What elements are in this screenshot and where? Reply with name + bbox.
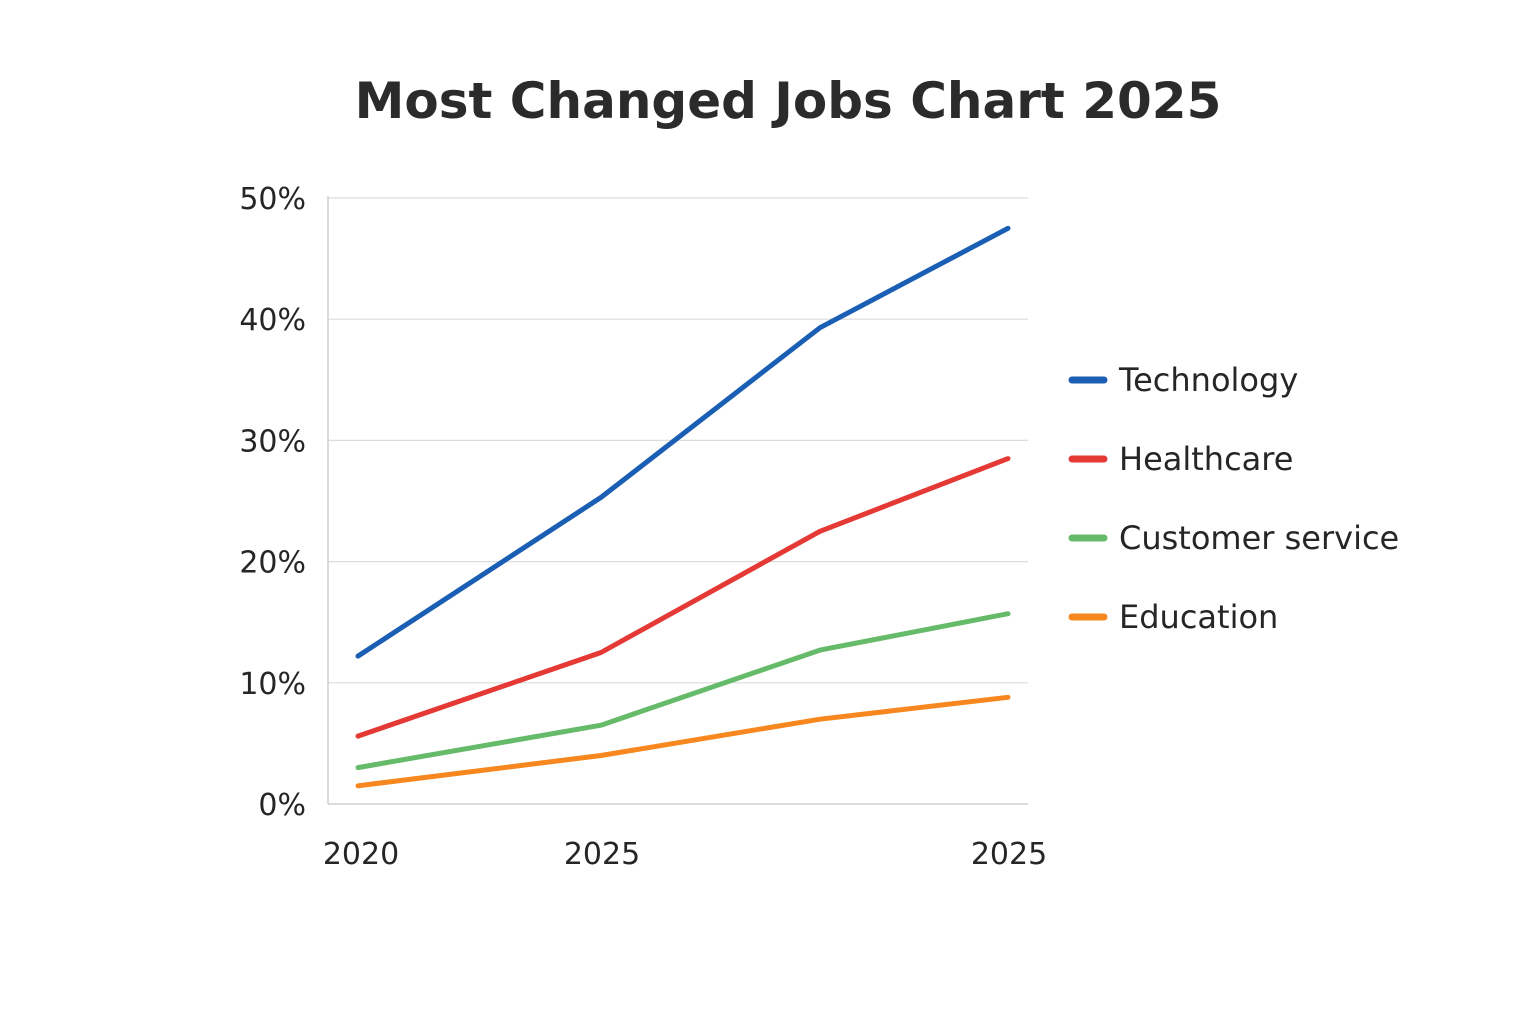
chart-title: Most Changed Jobs Chart 2025 [354, 72, 1222, 130]
legend-label-education: Education [1119, 598, 1278, 636]
y-tick-label: 20% [239, 546, 306, 581]
y-tick-label: 50% [239, 182, 306, 217]
x-tick-label: 2025 [564, 837, 640, 872]
series-line-education [355, 694, 1011, 789]
y-tick-label: 0% [258, 788, 306, 823]
legend-label-customer-service: Customer service [1119, 519, 1399, 557]
legend-label-technology: Technology [1118, 361, 1298, 399]
legend-label-healthcare: Healthcare [1119, 440, 1293, 478]
x-tick-label: 2020 [323, 837, 399, 872]
y-axis-ticks: 0% 10% 20% 30% 40% 50% [239, 182, 306, 823]
y-tick-label: 10% [239, 667, 306, 702]
y-tick-label: 40% [239, 303, 306, 338]
y-tick-label: 30% [239, 424, 306, 459]
series-line-healthcare [355, 456, 1011, 739]
axes [327, 196, 1028, 805]
series-lines [355, 225, 1011, 789]
x-axis-ticks: 2020 2025 2025 [323, 837, 1047, 872]
x-tick-label: 2025 [971, 837, 1047, 872]
series-line-customer-service [355, 611, 1011, 771]
series-line-technology [355, 225, 1011, 659]
legend: Technology Healthcare Customer service Educ… [1068, 361, 1399, 636]
